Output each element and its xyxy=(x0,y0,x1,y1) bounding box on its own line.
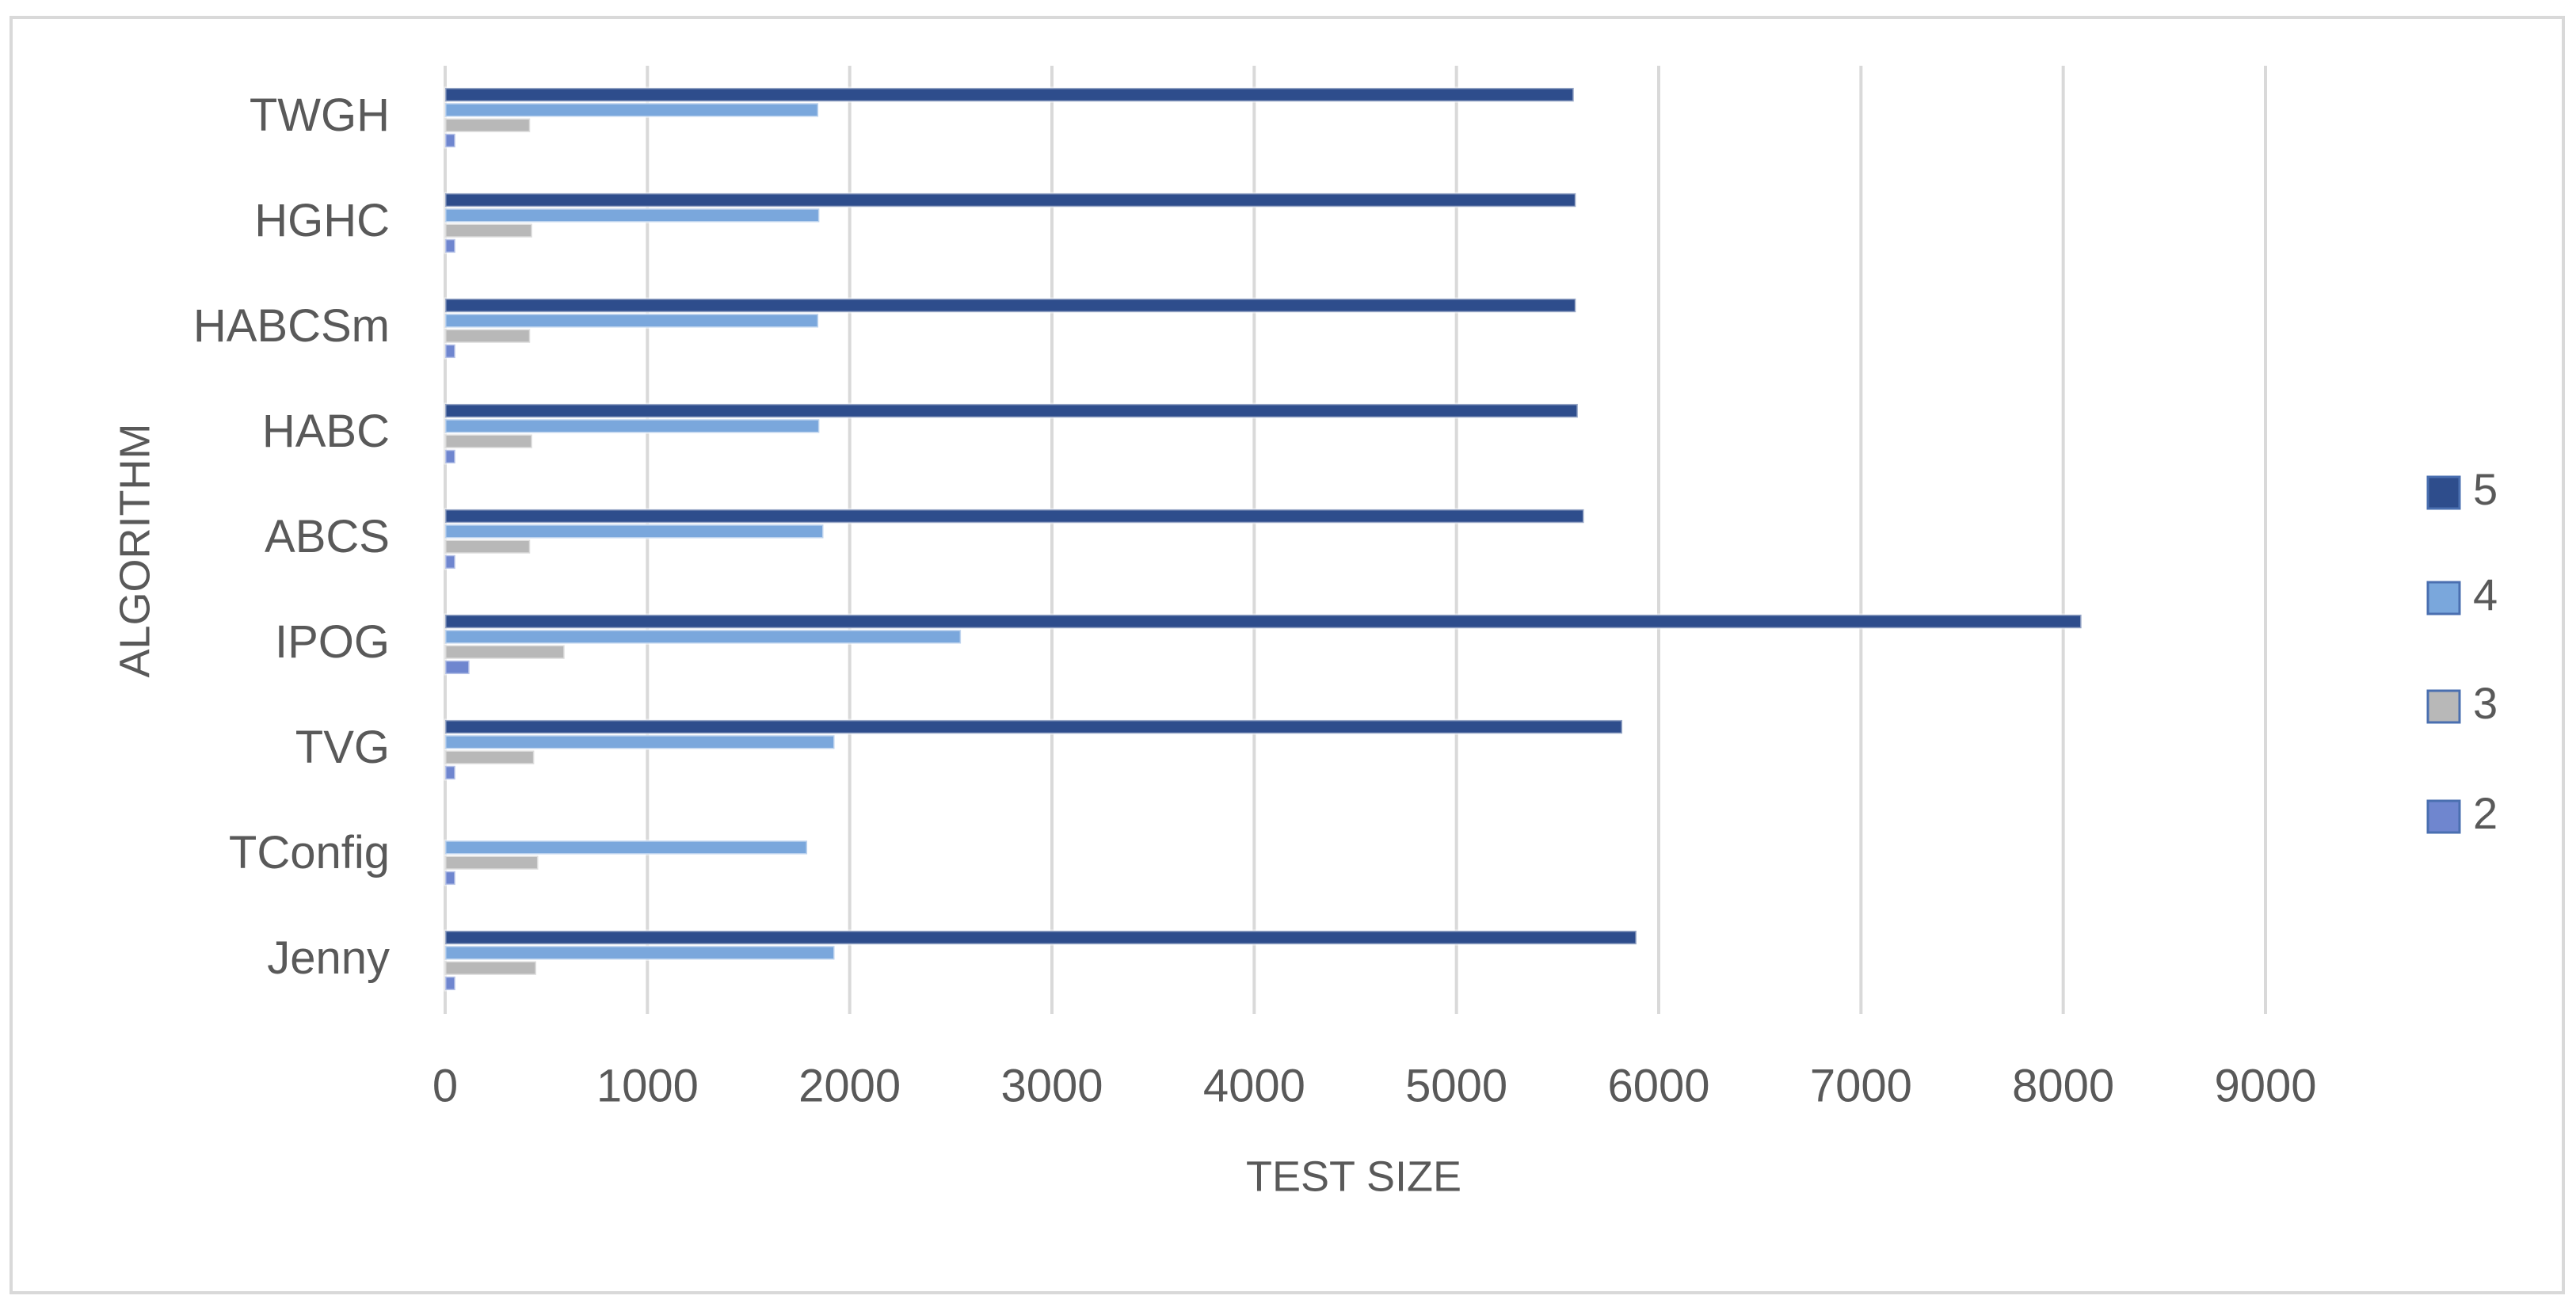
bar xyxy=(444,764,457,781)
x-tick-label: 0 xyxy=(433,1060,458,1111)
bar xyxy=(444,328,532,345)
bar xyxy=(444,312,820,329)
x-tick-label: 4000 xyxy=(1203,1060,1305,1111)
y-tick-label: IPOG xyxy=(275,616,390,668)
bar xyxy=(444,975,457,992)
chart-border xyxy=(10,16,2565,1294)
x-tick-label: 9000 xyxy=(2214,1060,2316,1111)
bar xyxy=(444,448,457,465)
bar xyxy=(444,929,1638,946)
bar xyxy=(444,870,457,886)
bar xyxy=(444,508,1586,524)
bar xyxy=(444,523,825,540)
bar xyxy=(444,101,820,118)
bar xyxy=(444,539,532,555)
bar xyxy=(444,628,962,646)
x-tick-label: 1000 xyxy=(596,1060,699,1111)
legend-swatch xyxy=(2426,475,2461,510)
bar xyxy=(444,644,566,661)
bar xyxy=(444,659,471,676)
y-tick-label: HABC xyxy=(262,406,390,457)
bar xyxy=(444,718,1624,735)
legend-label: 3 xyxy=(2473,678,2498,728)
legend-swatch xyxy=(2426,581,2461,615)
y-tick-label: TVG xyxy=(295,722,390,773)
bar xyxy=(444,613,2083,630)
x-axis-title: TEST SIZE xyxy=(1246,1153,1461,1200)
legend-label: 4 xyxy=(2473,570,2498,619)
bar xyxy=(444,855,539,871)
bar xyxy=(444,402,1580,419)
x-tick-label: 7000 xyxy=(1810,1060,1912,1111)
bar xyxy=(444,192,1577,208)
y-tick-label: TConfig xyxy=(229,827,390,878)
y-tick-label: TWGH xyxy=(250,90,390,141)
bar xyxy=(444,839,809,855)
legend-swatch xyxy=(2426,689,2461,724)
bar xyxy=(444,960,538,977)
x-tick-label: 8000 xyxy=(2012,1060,2114,1111)
bar xyxy=(444,132,457,149)
x-tick-label: 5000 xyxy=(1405,1060,1507,1111)
bar xyxy=(444,944,836,961)
bar xyxy=(444,554,457,570)
y-tick-label: HGHC xyxy=(254,195,390,246)
bar xyxy=(444,297,1577,314)
bar xyxy=(444,433,534,450)
y-tick-label: Jenny xyxy=(267,932,390,984)
bar xyxy=(444,749,535,766)
y-tick-label: ABCS xyxy=(265,511,390,562)
x-tick-label: 3000 xyxy=(1000,1060,1103,1111)
bar xyxy=(444,343,457,360)
y-axis-title: ALGORITHM xyxy=(111,423,158,677)
bar xyxy=(444,223,534,239)
legend-label: 5 xyxy=(2473,464,2498,514)
x-tick-label: 6000 xyxy=(1607,1060,1709,1111)
legend-label: 2 xyxy=(2473,788,2498,838)
y-tick-label: HABCSm xyxy=(193,300,390,352)
bar xyxy=(444,117,532,134)
bar xyxy=(444,238,457,254)
legend-swatch xyxy=(2426,799,2461,834)
bar xyxy=(444,86,1576,103)
x-tick-label: 2000 xyxy=(798,1060,901,1111)
bar xyxy=(444,417,821,435)
bar xyxy=(444,734,836,751)
bar xyxy=(444,207,821,223)
